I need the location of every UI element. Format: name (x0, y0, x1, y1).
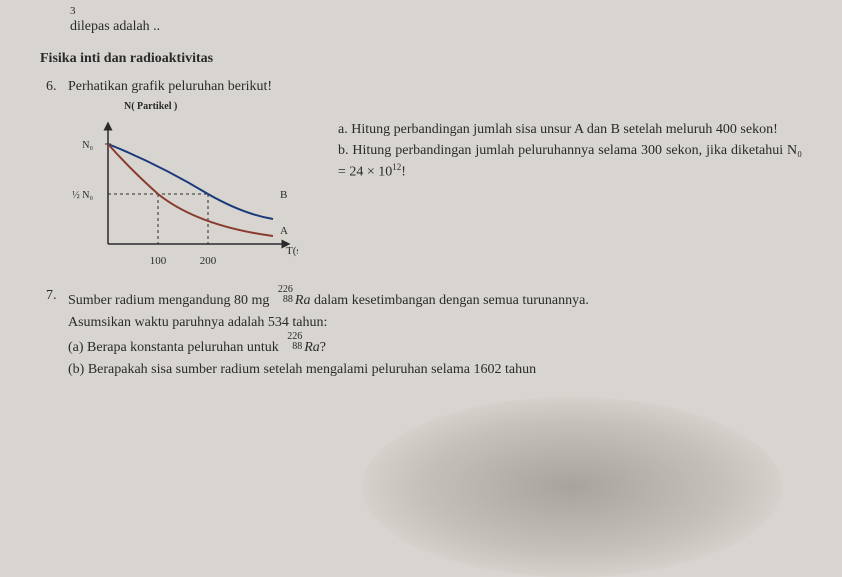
q7-line1-post: dalam kesetimbangan dengan semua turunan… (310, 293, 588, 308)
q7-a-pre: (a) Berapa konstanta peluruhan untuk (68, 340, 282, 355)
question-6: 6. Perhatikan grafik peluruhan berikut! … (46, 79, 802, 274)
q6-part-b: b. Hitung perbandingan jumlah peluruhann… (338, 140, 802, 183)
chart-y-label-halfn0: ½ N₀ (72, 190, 93, 201)
chart-x-tick-200: 200 (200, 255, 217, 267)
q7-a-post: ? (320, 340, 326, 355)
q6-part-b-exp: 12 (392, 162, 401, 172)
decay-chart-svg: N₀ ½ N₀ B A (68, 114, 298, 274)
q7-line1: Sumber radium mengandung 80 mg 22688Ra d… (68, 288, 802, 312)
chart-label-b: B (280, 189, 287, 201)
section-heading: Fisika inti dan radioaktivitas (40, 51, 802, 67)
chart-y-label-n0: N₀ (82, 140, 93, 151)
nuclide-symbol-a: Ra (304, 340, 320, 355)
chart-x-tick-100: 100 (150, 255, 167, 267)
q7-line1-pre: Sumber radium mengandung 80 mg (68, 293, 273, 308)
photo-shadow-artifact (362, 397, 782, 577)
nuclide-ra226: 22688 (273, 288, 295, 304)
chart-x-axis-label: T(s) (286, 245, 298, 257)
q7-number: 7. (46, 288, 68, 382)
chart-curve-a (108, 144, 273, 236)
q7-line2: Asumsikan waktu paruhnya adalah 534 tahu… (68, 312, 802, 334)
nuclide-atomic-a: 88 (292, 339, 302, 355)
nuclide-symbol: Ra (295, 293, 311, 308)
decay-chart: N( Partikel ) N₀ (68, 101, 328, 274)
chart-y-axis-title: N( Partikel ) (124, 101, 328, 112)
q7-part-a: (a) Berapa konstanta peluruhan untuk 226… (68, 335, 802, 359)
q6-number: 6. (46, 79, 68, 274)
q6-prompt: Perhatikan grafik peluruhan berikut! (68, 79, 802, 95)
q6-part-b-post: ! (401, 165, 406, 180)
nuclide-atomic: 88 (283, 292, 293, 308)
previous-question-tail-text: dilepas adalah .. (70, 19, 802, 35)
q6-part-a: a. Hitung perbandingan jumlah sisa unsur… (338, 119, 802, 140)
nuclide-ra226-a: 22688 (282, 335, 304, 351)
q6-part-b-pre: b. Hitung perbandingan jumlah peluruhann… (338, 143, 802, 180)
previous-question-tail-number: 3 (70, 5, 802, 17)
q7-part-b: (b) Berapakah sisa sumber radium setelah… (68, 359, 802, 381)
q6-subparts: a. Hitung perbandingan jumlah sisa unsur… (328, 101, 802, 183)
chart-label-a: A (280, 225, 288, 237)
chart-curve-b (108, 144, 273, 219)
question-7: 7. Sumber radium mengandung 80 mg 22688R… (46, 288, 802, 382)
